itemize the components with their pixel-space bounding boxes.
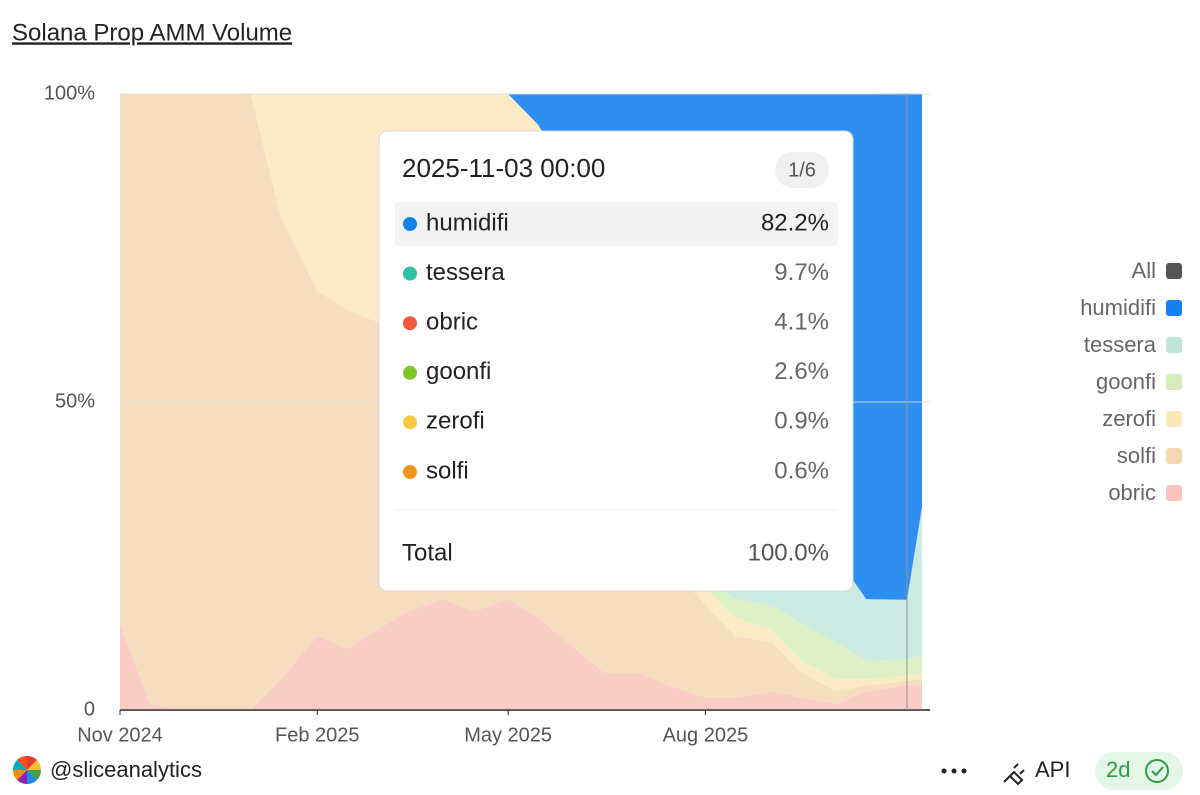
area-obric (120, 599, 922, 710)
footer: @sliceanalytics API 2d (12, 752, 1183, 790)
legend-swatch (1166, 448, 1182, 464)
chart-title[interactable]: Solana Prop AMM Volume (12, 19, 292, 46)
legend-swatch (1166, 263, 1182, 279)
x-tick-label: Aug 2025 (663, 724, 749, 746)
y-tick-label: 50% (55, 390, 95, 412)
check (1151, 766, 1164, 777)
legend-swatch (1166, 374, 1182, 390)
row-name: goonfi (426, 358, 491, 385)
legend-label: zerofi (1102, 406, 1156, 431)
row-name: humidifi (426, 209, 509, 236)
brand-logo (12, 755, 42, 785)
row-name: tessera (426, 259, 505, 286)
legend-swatch (1166, 411, 1182, 427)
total-label: Total (402, 539, 453, 566)
row-value: 0.6% (774, 457, 829, 484)
x-tick-label: May 2025 (464, 724, 552, 746)
total-value: 100.0% (748, 539, 829, 566)
area-zerofi (120, 94, 922, 692)
api-icon[interactable] (1003, 763, 1025, 786)
row-highlight (395, 202, 838, 246)
row-value: 2.6% (774, 358, 829, 385)
legend-swatch (1166, 300, 1182, 316)
row-value: 9.7% (774, 259, 829, 286)
row-name: obric (426, 309, 478, 336)
row-value: 0.9% (774, 408, 829, 435)
legend-label: humidifi (1080, 295, 1156, 320)
row-dot (403, 266, 417, 281)
api-link[interactable]: API (1035, 757, 1070, 782)
refresh-badge (1145, 759, 1169, 783)
row-dot (403, 365, 417, 380)
legend-label: goonfi (1096, 369, 1156, 394)
x-tick-label: Feb 2025 (275, 724, 360, 746)
row-value: 82.2% (761, 209, 829, 236)
refresh-label: 2d (1106, 757, 1130, 782)
y-tick-label: 0 (84, 698, 95, 720)
row-name: solfi (426, 457, 469, 484)
legend-label: solfi (1117, 443, 1156, 468)
row-name: zerofi (426, 408, 485, 435)
row-value: 4.1% (774, 309, 829, 336)
tooltip: 2025-11-03 00:00 1/6 Total 100.0% humidi… (378, 130, 854, 592)
page-pill[interactable] (775, 152, 829, 188)
y-tick-label: 100% (44, 82, 95, 104)
row-dot (403, 316, 417, 331)
page-indicator: 1/6 (788, 159, 816, 181)
row-dot (403, 217, 417, 231)
row-dot (403, 465, 417, 479)
brand-name[interactable]: @sliceanalytics (50, 757, 202, 782)
legend: All humidifi tessera goonfi zerofi solfi obric (1080, 258, 1182, 505)
more-menu[interactable] (941, 768, 967, 774)
row-dot (403, 415, 417, 430)
legend-label: All (1132, 258, 1156, 283)
x-tick-label: Nov 2024 (77, 724, 163, 746)
tooltip-title: 2025-11-03 00:00 (402, 153, 605, 183)
legend-label: obric (1108, 480, 1156, 505)
legend-label: tessera (1084, 332, 1157, 357)
legend-swatch (1166, 337, 1182, 353)
legend-swatch (1166, 485, 1182, 501)
area-tessera (120, 94, 922, 661)
